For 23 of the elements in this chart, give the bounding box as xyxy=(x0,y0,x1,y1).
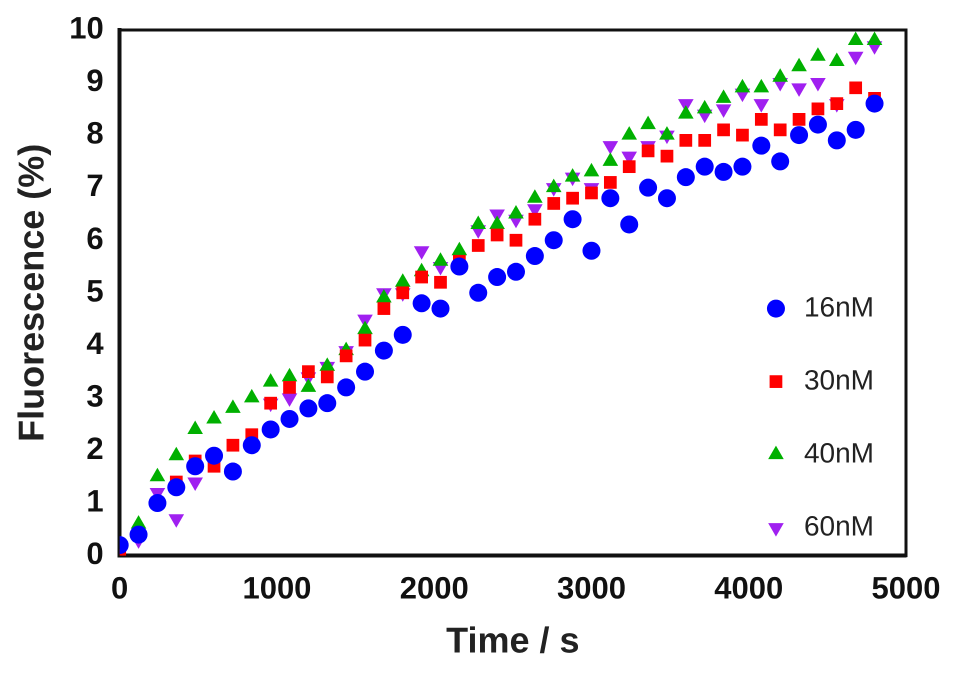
legend-label: 60nM xyxy=(804,510,874,542)
y-tick-label: 3 xyxy=(86,378,104,414)
x-tick-label: 0 xyxy=(111,570,128,606)
y-tick-label: 7 xyxy=(86,168,104,204)
y-tick-label: 1 xyxy=(86,484,104,519)
legend-label: 40nM xyxy=(804,437,874,468)
x-tick-label: 1000 xyxy=(242,570,312,606)
y-axis-title: Fluorescence (%) xyxy=(10,144,52,442)
x-axis-title: Time / s xyxy=(446,619,580,660)
x-tick-label: 2000 xyxy=(400,570,469,606)
y-tick-label: 5 xyxy=(86,273,104,308)
y-tick-label: 9 xyxy=(86,63,104,98)
y-tick-label: 8 xyxy=(86,116,104,151)
x-tick-label: 4000 xyxy=(714,570,784,606)
x-tick-label: 5000 xyxy=(872,570,940,606)
x-tick-label: 3000 xyxy=(556,570,626,606)
y-tick-label: 0 xyxy=(86,536,104,572)
y-tick-label: 10 xyxy=(69,10,104,46)
y-tick-label: 6 xyxy=(86,220,104,256)
y-tick-label: 4 xyxy=(86,326,104,361)
legend-label: 30nM xyxy=(804,364,874,396)
legend-label: 16nM xyxy=(804,291,874,322)
y-tick-label: 2 xyxy=(86,431,104,466)
